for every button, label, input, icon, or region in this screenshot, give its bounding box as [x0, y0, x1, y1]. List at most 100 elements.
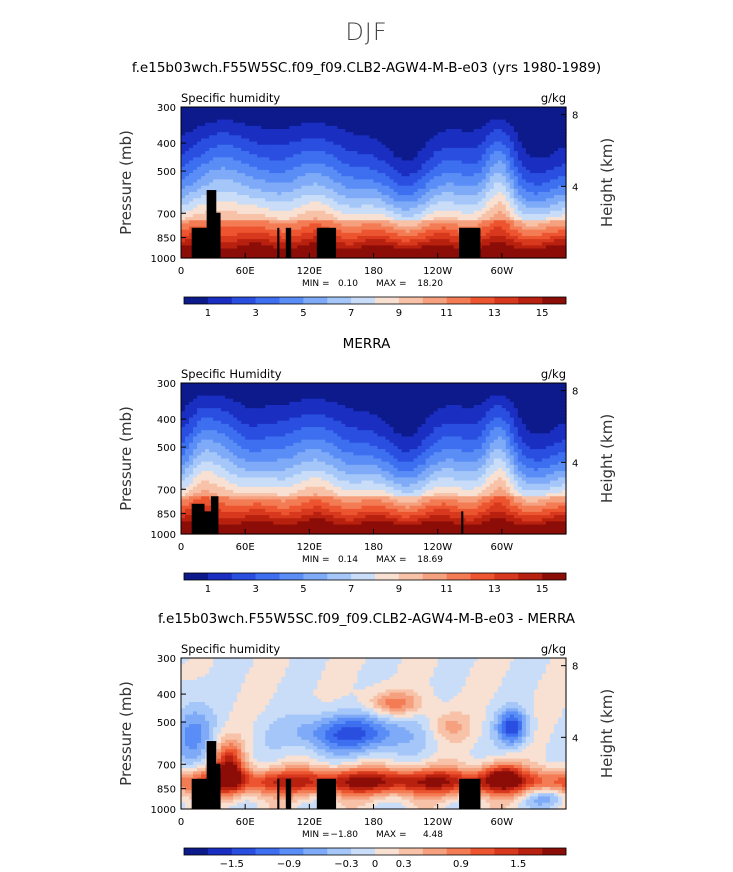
field-cell	[309, 188, 314, 193]
field-cell	[297, 176, 302, 180]
field-cell	[341, 119, 347, 124]
field-cell	[485, 182, 491, 187]
field-cell	[497, 251, 503, 256]
field-cell	[297, 116, 302, 121]
field-cell	[541, 173, 547, 177]
field-cell	[313, 207, 318, 212]
field-cell	[401, 110, 407, 114]
field-cell	[529, 116, 535, 121]
field-cell	[261, 166, 266, 171]
field-cell	[385, 116, 391, 121]
field-cell	[249, 147, 254, 152]
field-cell	[365, 138, 371, 143]
field-cell	[513, 163, 519, 168]
field-cell	[505, 245, 511, 250]
field-cell	[329, 135, 334, 140]
field-cell	[229, 223, 234, 228]
field-cell	[509, 245, 515, 250]
colorbar-swatch	[303, 297, 328, 304]
field-cell	[209, 182, 214, 187]
field-cell	[545, 207, 551, 212]
field-cell	[513, 248, 519, 253]
field-cell	[349, 119, 355, 124]
field-cell	[225, 179, 230, 184]
field-cell	[521, 226, 527, 231]
field-cell	[241, 151, 246, 155]
field-cell	[413, 116, 419, 121]
field-cell	[545, 182, 551, 187]
field-cell	[525, 132, 531, 136]
field-cell	[329, 144, 334, 149]
field-cell	[525, 210, 531, 215]
field-cell	[533, 125, 539, 130]
field-cell	[413, 132, 419, 136]
min-value: 0.10	[338, 279, 358, 289]
field-cell	[313, 169, 318, 174]
field-cell	[293, 201, 298, 206]
field-cell	[389, 235, 395, 240]
field-cell	[389, 163, 395, 168]
field-cell	[385, 248, 391, 253]
field-cell	[293, 110, 298, 114]
field-cell	[237, 191, 242, 196]
field-cell	[225, 191, 230, 196]
field-cell	[229, 176, 234, 180]
field-cell	[493, 201, 499, 206]
field-cell	[229, 110, 234, 114]
field-cell	[361, 220, 367, 224]
field-cell	[345, 223, 351, 228]
field-cell	[457, 176, 463, 180]
field-cell	[397, 107, 403, 111]
field-cell	[229, 248, 234, 253]
field-cell	[257, 144, 262, 149]
field-cell	[453, 147, 459, 152]
field-cell	[409, 229, 415, 234]
field-cell	[473, 125, 479, 130]
field-cell	[537, 169, 543, 174]
field-cell	[373, 160, 379, 165]
field-cell	[309, 160, 314, 165]
field-cell	[353, 151, 359, 155]
field-cell	[461, 138, 467, 143]
field-cell	[197, 201, 202, 206]
field-cell	[361, 210, 367, 215]
field-cell	[309, 119, 314, 124]
field-cell	[253, 182, 258, 187]
field-cell	[453, 201, 459, 206]
field-cell	[257, 207, 262, 212]
field-cell	[337, 176, 343, 180]
field-cell	[285, 135, 290, 140]
field-cell	[249, 220, 254, 224]
field-cell	[277, 254, 282, 259]
field-cell	[529, 141, 535, 146]
field-cell	[437, 245, 443, 250]
field-cell	[537, 204, 543, 209]
field-cell	[253, 110, 258, 114]
field-cell	[297, 207, 302, 212]
field-cell	[509, 198, 515, 202]
field-cell	[273, 116, 278, 121]
field-cell	[545, 110, 551, 114]
field-cell	[409, 144, 415, 149]
field-cell	[281, 144, 286, 149]
field-cell	[317, 110, 322, 114]
field-cell	[505, 125, 511, 130]
field-cell	[541, 141, 547, 146]
field-cell	[225, 220, 230, 224]
field-cell	[273, 204, 278, 209]
field-cell	[305, 217, 310, 221]
field-cell	[429, 176, 435, 180]
field-cell	[485, 248, 491, 253]
field-cell	[297, 141, 302, 146]
field-cell	[377, 144, 383, 149]
field-cell	[469, 129, 475, 133]
field-cell	[385, 129, 391, 133]
field-cell	[533, 235, 539, 240]
field-cell	[237, 125, 242, 130]
field-cell	[193, 210, 198, 215]
field-cell	[365, 242, 371, 247]
field-cell	[201, 141, 206, 146]
field-cell	[297, 248, 302, 253]
field-cell	[537, 198, 543, 202]
field-cell	[385, 207, 391, 212]
